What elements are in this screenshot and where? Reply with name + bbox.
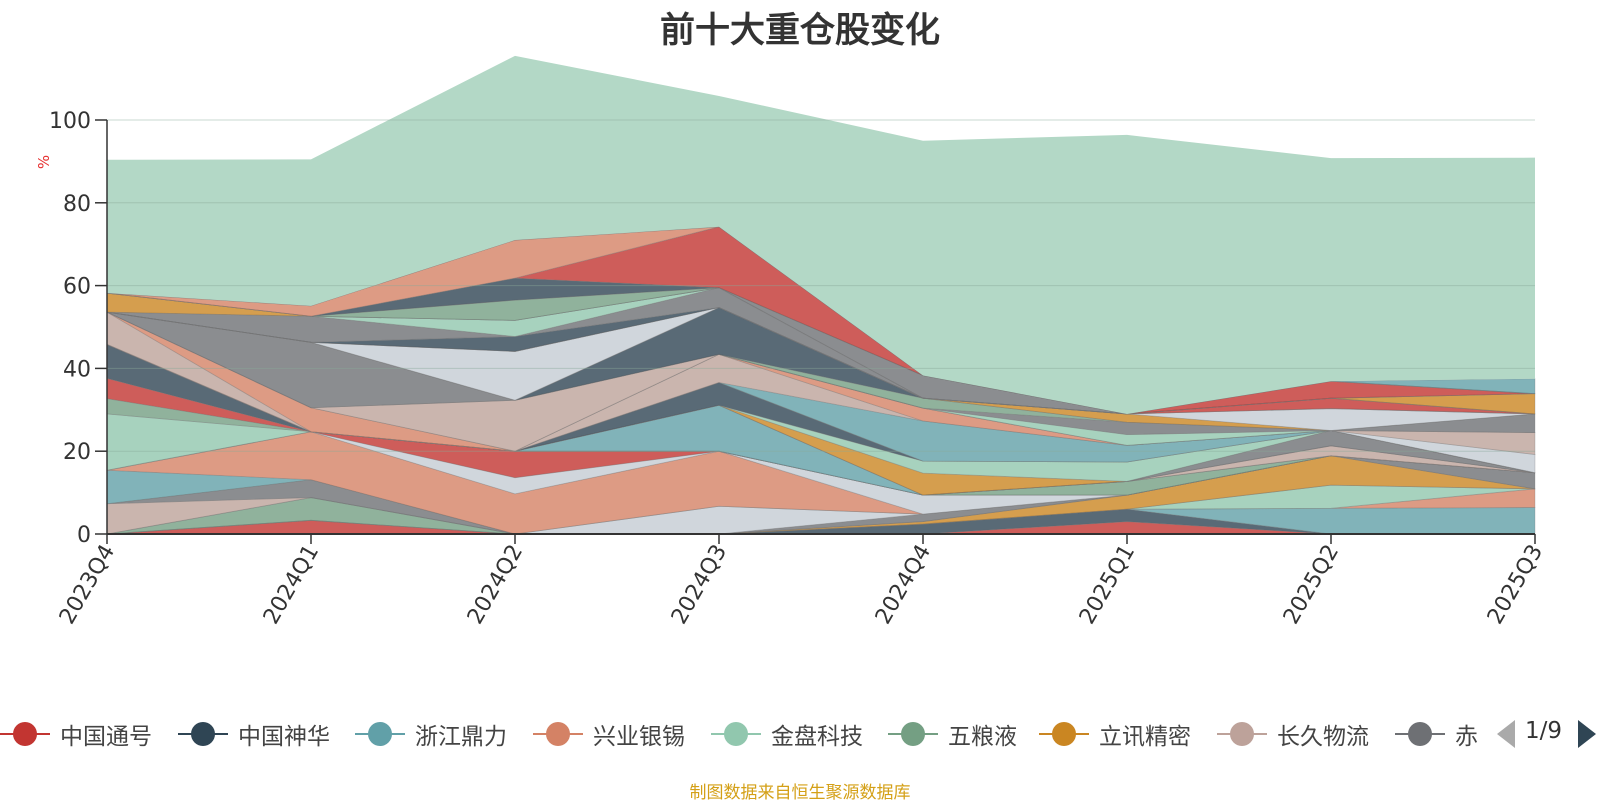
legend-item-2[interactable]: 浙江鼎力 — [355, 714, 507, 754]
x-tick-label-5: 2025Q1 — [1075, 541, 1140, 629]
x-tick-label-1: 2024Q1 — [259, 541, 324, 629]
legend-marker-0 — [0, 722, 50, 746]
x-tick-label-4: 2024Q4 — [871, 541, 936, 629]
stacked-areas — [106, 55, 1536, 535]
legend-marker-2 — [355, 722, 405, 746]
legend: 中国通号 中国神华 浙江鼎力 兴业银锡 金盘科技 五粮液 立讯精密 长久物流 赤峰黄金 — [0, 714, 1478, 754]
y-tick-label-1: 20 — [63, 440, 91, 465]
y-tick-label-0: 0 — [77, 523, 91, 548]
legend-page-indicator: 1/9 — [1525, 718, 1563, 744]
legend-item-6[interactable]: 立讯精密 — [1039, 714, 1191, 754]
legend-item-8[interactable]: 赤峰黄金 — [1395, 714, 1478, 754]
legend-marker-8 — [1395, 722, 1445, 746]
x-tick-label-0: 2023Q4 — [55, 541, 120, 629]
y-axis-label: % — [35, 155, 53, 169]
legend-item-3[interactable]: 兴业银锡 — [533, 714, 685, 754]
area-series-52 — [106, 226, 1536, 415]
legend-label-8: 赤峰黄金 — [1455, 724, 1478, 750]
legend-label-7: 长久物流 — [1277, 724, 1369, 750]
legend-item-7[interactable]: 长久物流 — [1217, 714, 1369, 754]
chart-plot: 0 20 40 60 80 100% 2023Q4 2024Q1 2024Q2 2024Q3 202… — [35, 55, 1548, 629]
legend-marker-7 — [1217, 722, 1267, 746]
legend-item-0[interactable]: 中国通号 — [0, 714, 152, 754]
legend-label-3: 兴业银锡 — [593, 724, 685, 750]
legend-item-5[interactable]: 五粮液 — [888, 714, 1017, 754]
legend-label-1: 中国神华 — [238, 724, 330, 750]
legend-marker-3 — [533, 722, 583, 746]
x-tick-label-2: 2024Q2 — [463, 541, 528, 629]
legend-next-page-button[interactable] — [1578, 720, 1596, 748]
area-series-53 — [107, 55, 1535, 414]
legend-item-1[interactable]: 中国神华 — [178, 714, 330, 754]
chart-title: 前十大重仓股变化 — [659, 11, 940, 51]
legend-label-6: 立讯精密 — [1099, 724, 1191, 750]
y-tick-label-4: 80 — [63, 192, 91, 217]
legend-label-0: 中国通号 — [60, 724, 152, 750]
legend-label-4: 金盘科技 — [771, 724, 863, 750]
y-tick-label-2: 40 — [63, 357, 91, 382]
y-tick-label-5: 100 — [49, 109, 91, 134]
x-tick-label-6: 2025Q2 — [1279, 541, 1344, 629]
legend-marker-6 — [1039, 722, 1089, 746]
legend-label-5: 五粮液 — [948, 724, 1017, 750]
y-tick-label-3: 60 — [63, 275, 91, 300]
x-tick-label-3: 2024Q3 — [667, 541, 732, 629]
source-note: 制图数据来自恒生聚源数据库 — [689, 783, 911, 803]
x-tick-label-7: 2025Q3 — [1483, 541, 1548, 629]
legend-prev-page-button[interactable] — [1497, 720, 1515, 748]
legend-label-2: 浙江鼎力 — [415, 724, 507, 750]
legend-item-4[interactable]: 金盘科技 — [711, 714, 863, 754]
legend-marker-1 — [178, 722, 228, 746]
legend-marker-4 — [711, 722, 761, 746]
legend-marker-5 — [888, 722, 938, 746]
